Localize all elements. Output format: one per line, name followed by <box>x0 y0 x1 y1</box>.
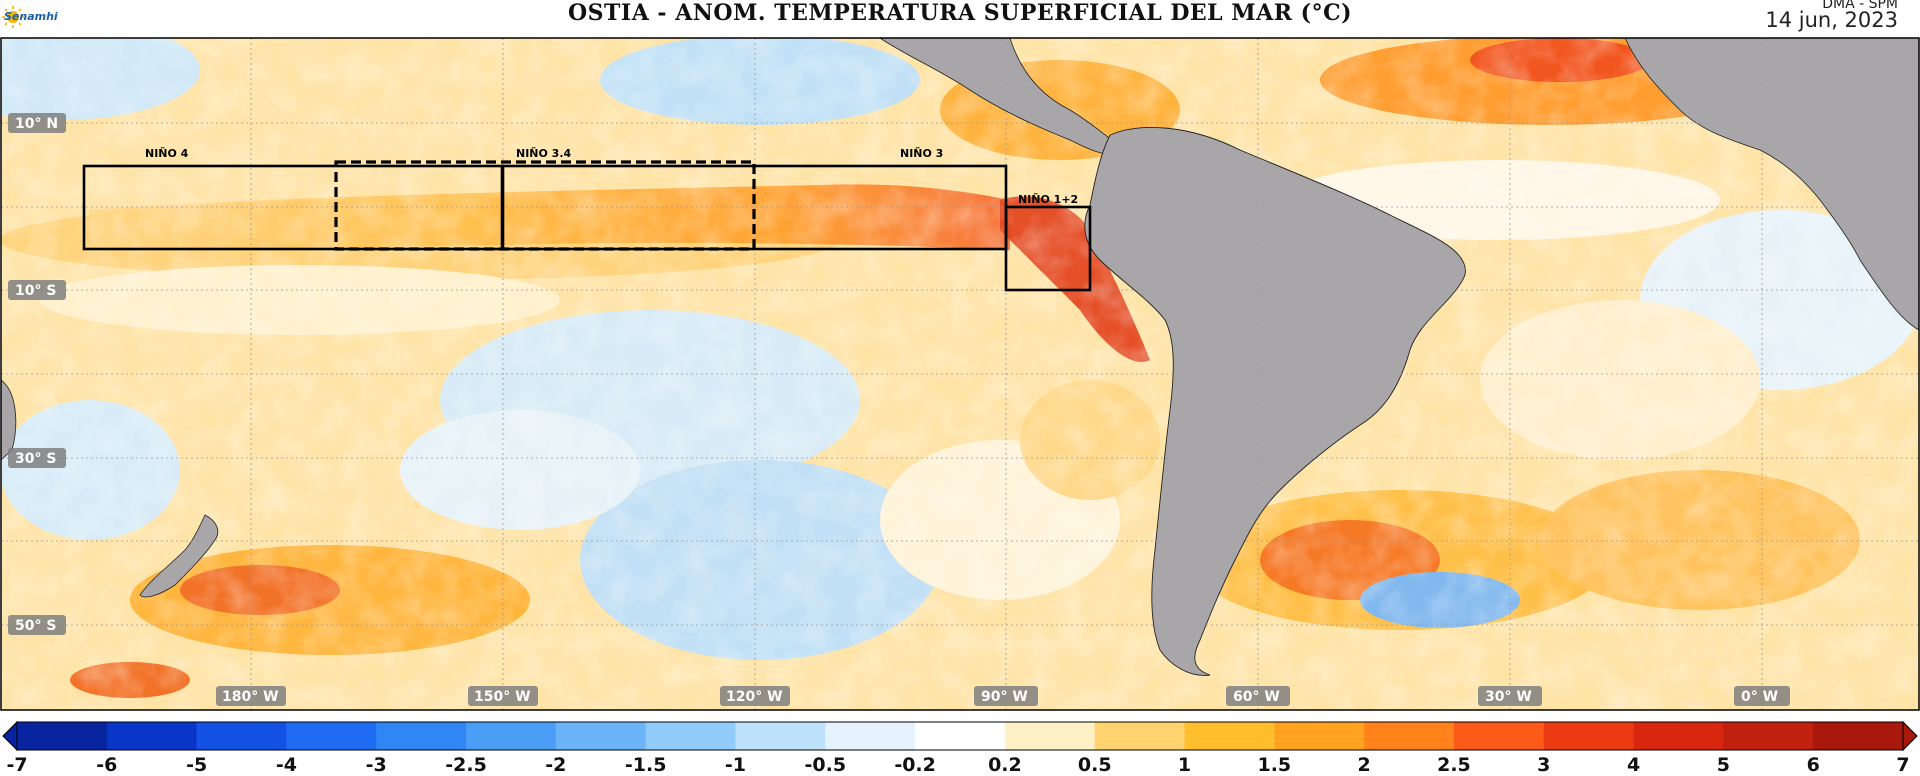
colorbar-tick-label: -6 <box>96 754 117 776</box>
colorbar-bin <box>555 722 647 750</box>
lon-label-30w: 30° W <box>1485 689 1532 705</box>
lon-label-90w: 90° W <box>981 689 1028 705</box>
lon-label-120w: 120° W <box>726 689 783 705</box>
lat-labels: 10° N 10° S 30° S 50° S <box>8 113 66 635</box>
colorbar-bin <box>1094 722 1186 750</box>
colorbar-bin <box>17 722 108 750</box>
colorbar-min-arrow <box>2 720 18 752</box>
colorbar-tick-label: -2 <box>545 754 566 776</box>
colorbar-tick-label: -0.2 <box>894 754 936 776</box>
nino4-label: NIÑO 4 <box>145 147 189 160</box>
colorbar-tick-label: -5 <box>186 754 207 776</box>
lat-label-10n: 10° N <box>15 116 58 132</box>
colorbar-bin <box>1633 722 1724 750</box>
colorbar-bin <box>466 722 557 750</box>
colorbar-bin <box>376 722 467 750</box>
colorbar-bin <box>1184 722 1275 750</box>
colorbar-max-arrow <box>1902 720 1918 752</box>
nino12-box <box>1004 205 1092 292</box>
colorbar-bin <box>645 722 736 750</box>
lon-label-0w: 0° W <box>1741 689 1778 705</box>
map-frame <box>0 37 1920 711</box>
colorbar: -7 -6 -5 -4 -3 -2.5 -2 -1.5 -1 -0.5 -0.2 0.2 0.5 1 1.5… <box>2 720 1918 776</box>
colorbar-bin <box>196 722 287 750</box>
colorbar-tick-label: 6 <box>1807 754 1820 776</box>
colorbar-tick-label: 2.5 <box>1437 754 1471 776</box>
colorbar-bin <box>1274 722 1365 750</box>
colorbar-bin <box>915 722 1006 750</box>
land-africa <box>1624 38 1919 331</box>
nino34-label: NIÑO 3.4 <box>516 147 572 160</box>
colorbar-tick-label: 1 <box>1178 754 1191 776</box>
colorbar-tick-label: 3 <box>1537 754 1550 776</box>
date-label: 14 jun, 2023 <box>1765 8 1898 32</box>
graticule <box>1 38 1919 710</box>
land-central-america <box>879 38 1126 155</box>
lon-label-150w: 150° W <box>474 689 531 705</box>
colorbar-bin <box>735 722 826 750</box>
nino12-label: NIÑO 1+2 <box>1018 193 1078 206</box>
colorbar-bin <box>1453 722 1545 750</box>
colorbar-tick-label: -4 <box>276 754 297 776</box>
colorbar-bin <box>1543 722 1635 750</box>
lon-labels: 180° W 150° W 120° W 90° W 60° W 30° W 0… <box>216 686 1790 706</box>
lat-label-30s: 30° S <box>15 451 56 467</box>
colorbar-bin <box>1364 722 1455 750</box>
lon-label-180w: 180° W <box>222 689 279 705</box>
lat-label-50s: 50° S <box>15 618 56 634</box>
colorbar-tick-label: 2 <box>1358 754 1371 776</box>
sst-anomaly-map: NIÑO 4 NIÑO 3.4 NIÑO 3 NIÑO 1+2 10° N 10… <box>1 38 1919 710</box>
colorbar-tick-label: 1.5 <box>1257 754 1291 776</box>
colorbar-tick-label: -7 <box>6 754 27 776</box>
credit-label: DMA - SPM <box>1822 0 1898 12</box>
nino-regions <box>82 160 1092 292</box>
senamhi-logo-icon <box>2 6 24 28</box>
colorbar-bin <box>1723 722 1814 750</box>
land-new-zealand <box>139 514 219 598</box>
colorbar-bin <box>286 722 377 750</box>
colorbar-bin <box>825 722 916 750</box>
map-title: OSTIA - ANOM. TEMPERATURA SUPERFICIAL DE… <box>567 0 1352 26</box>
colorbar-tick-label: -1 <box>725 754 746 776</box>
nino3-label: NIÑO 3 <box>900 147 943 160</box>
colorbar-tick-label: 7 <box>1896 754 1909 776</box>
colorbar-tick-label: 0.2 <box>988 754 1022 776</box>
colorbar-bin <box>1004 722 1096 750</box>
colorbar-border <box>16 721 1904 751</box>
colorbar-tick-label: 0.5 <box>1078 754 1112 776</box>
colorbar-tick-label: 4 <box>1627 754 1640 776</box>
land-south-america <box>1084 127 1466 676</box>
colorbar-tick-label: -0.5 <box>805 754 847 776</box>
colorbar-bin <box>1813 722 1904 750</box>
colorbar-bin <box>106 722 198 750</box>
colorbar-tick-label: -3 <box>366 754 387 776</box>
lat-label-10s: 10° S <box>15 283 56 299</box>
colorbar-tick-label: -2.5 <box>445 754 487 776</box>
senamhi-logo-text: Senamhi <box>4 10 58 23</box>
colorbar-tick-label: 5 <box>1717 754 1730 776</box>
colorbar-tick-label: -1.5 <box>625 754 667 776</box>
lon-label-60w: 60° W <box>1233 689 1280 705</box>
